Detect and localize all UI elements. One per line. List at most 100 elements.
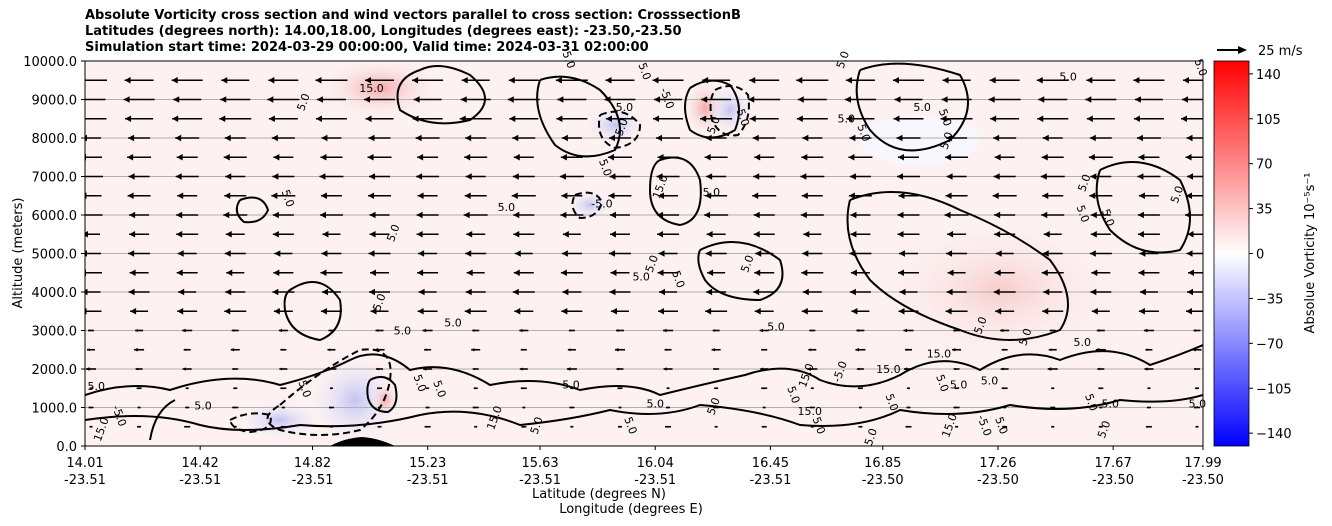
wind-vector [801, 192, 823, 200]
wind-vector [1138, 192, 1159, 200]
y-tick-label: 1000.0 [32, 402, 78, 417]
wind-vector [845, 76, 875, 84]
wind-vector [271, 134, 295, 142]
wind-vector [508, 76, 539, 84]
wind-vector [810, 387, 814, 390]
wind-vector [370, 269, 390, 277]
wind-vector [1089, 250, 1112, 257]
wind-vector [618, 406, 622, 409]
wind-vector [952, 348, 962, 352]
wind-vector [225, 173, 246, 180]
wind-vector [562, 230, 581, 238]
wind-vector [994, 211, 1016, 219]
wind-vector [657, 153, 679, 161]
wind-vector [129, 269, 149, 277]
wind-vector [464, 307, 487, 315]
y-tick-label: 2000.0 [32, 363, 78, 378]
wind-vector [513, 153, 534, 161]
wind-vector [748, 96, 781, 103]
wind-vector [1137, 211, 1160, 219]
wind-vector [858, 425, 863, 428]
wind-vector [1042, 134, 1063, 142]
wind-vector [753, 288, 776, 296]
wind-vector [714, 387, 719, 390]
wind-vector [417, 153, 439, 161]
wind-vector [1038, 96, 1068, 103]
wind-vector [896, 134, 921, 142]
wind-vector [559, 173, 584, 180]
wind-vector [705, 192, 728, 200]
wind-vector [128, 250, 151, 257]
wind-vector [1099, 406, 1103, 409]
wind-vector [272, 173, 295, 180]
wind-vector [514, 250, 533, 257]
contour-label: 5.0 [1082, 392, 1100, 413]
wind-vector [1137, 230, 1160, 238]
x-axis-label-longitude: Longitude (degrees E) [559, 502, 703, 517]
contour-label: 5.0 [1095, 419, 1113, 440]
wind-vector [701, 96, 732, 103]
wind-vector [568, 329, 575, 332]
wind-vector [1195, 425, 1199, 428]
wind-vector [657, 230, 680, 238]
wind-vector [327, 348, 336, 352]
wind-vector [762, 406, 766, 409]
wind-vector [561, 134, 582, 142]
wind-vector [903, 328, 914, 333]
wind-vector [128, 288, 150, 296]
wind-vector [615, 328, 624, 333]
wind-vector [1096, 328, 1105, 333]
wind-vector [1143, 328, 1154, 333]
wind-vector [849, 134, 872, 142]
quiver-key-arrowhead-icon [1238, 46, 1247, 54]
x-axis-label-latitude: Latitude (degrees N) [532, 487, 666, 502]
wind-vector [945, 153, 969, 161]
wind-vector [328, 329, 335, 332]
wind-vector [129, 211, 150, 219]
contour-label: 5.0 [767, 321, 785, 334]
wind-vector [897, 153, 919, 161]
contour-label: 15.0 [876, 363, 901, 376]
wind-vector [609, 211, 630, 219]
wind-vector [809, 329, 816, 332]
wind-vector [1097, 367, 1105, 371]
wind-vector [280, 387, 287, 390]
wind-vector [1133, 115, 1164, 123]
wind-vector [904, 348, 912, 352]
wind-vector [810, 425, 814, 428]
wind-vector [1040, 173, 1065, 180]
wind-vector [906, 387, 910, 390]
wind-vector [706, 230, 726, 238]
colorbar-tick-label: −140 [1256, 427, 1292, 442]
wind-vector [512, 134, 536, 142]
wind-vector [609, 230, 630, 238]
x-tick-label-lat: 15.23 [409, 456, 446, 471]
wind-vector [755, 250, 774, 257]
wind-vector [418, 250, 438, 257]
wind-vector [464, 192, 487, 200]
wind-vector [230, 348, 240, 352]
wind-vector [320, 269, 343, 277]
y-tick-label: 3000.0 [32, 325, 78, 340]
contour-label: 5.0 [784, 384, 802, 405]
wind-vector [1098, 387, 1104, 390]
wind-vector [1089, 192, 1113, 200]
wind-vector [137, 406, 141, 409]
wind-vector [658, 192, 679, 200]
wind-vector [219, 115, 252, 123]
wind-vector [800, 211, 824, 219]
contour-label: 5.0 [705, 396, 723, 417]
wind-vector [657, 211, 680, 219]
wind-vector [474, 425, 478, 428]
wind-vector [846, 115, 875, 123]
wind-vector [560, 211, 584, 219]
x-tick-label-lon: -23.51 [634, 473, 676, 488]
wind-vector [1195, 387, 1199, 390]
wind-vector [856, 328, 865, 333]
wind-vector [608, 134, 631, 142]
wind-vector [416, 173, 440, 180]
wind-vector [946, 173, 967, 180]
wind-vector [894, 96, 923, 103]
contour-label: 5.0 [560, 49, 578, 70]
wind-vector [418, 288, 437, 296]
